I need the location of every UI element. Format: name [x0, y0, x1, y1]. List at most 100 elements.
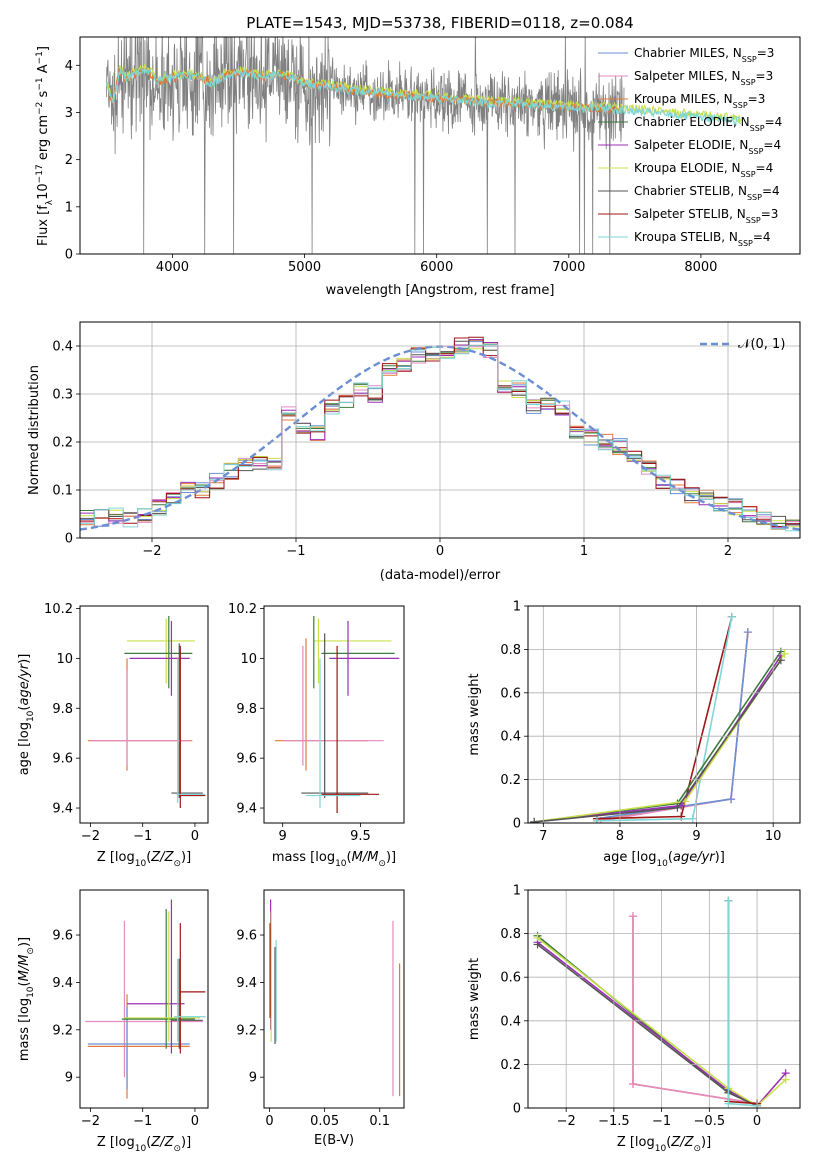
y-tick-label: 9.2	[236, 1023, 257, 1038]
label-part: A	[36, 64, 51, 77]
x-tick-label: 7000	[552, 260, 585, 275]
legend-text: =3	[757, 46, 775, 60]
label-part: Z [log	[97, 850, 135, 865]
legend-sub: SSP	[742, 55, 757, 64]
mass-vs-Z-ylabel: mass [log10(M/M⊙)]	[17, 937, 36, 1061]
y-tick-label: 9.6	[52, 752, 73, 767]
legend-text: =4	[762, 184, 780, 198]
x-tick-label: −1	[133, 1114, 152, 1129]
spectrum-axes: 4000 5000 6000 7000 8000 0 1 2 3 4 wavelength [Ang…	[35, 36, 801, 298]
mass-weight-vs-Z-ylabel: mass weight	[467, 958, 482, 1040]
weight-line	[537, 941, 787, 1107]
legend-entry: Kroupa MILES, NSSP=3	[634, 92, 765, 110]
spectrum-xlabel: wavelength [Angstrom, rest frame]	[326, 283, 555, 298]
y-tick-label: 0.2	[500, 773, 521, 788]
weight-line	[534, 655, 782, 823]
legend-sub: SSP	[738, 239, 753, 248]
label-part: 10	[655, 1144, 667, 1154]
weight-marker	[727, 795, 736, 804]
histogram-ylabel: Normed distribution	[27, 365, 42, 495]
label-part: )]	[181, 1135, 191, 1150]
x-tick-label: −2	[557, 1114, 576, 1129]
axes-frame	[79, 36, 801, 255]
legend-text: Chabrier STELIB, N	[634, 184, 747, 198]
x-tick-label: 6000	[420, 260, 453, 275]
legend-entry: Chabrier STELIB, NSSP=4	[634, 184, 780, 202]
mass-weight-vs-age-plot	[530, 612, 789, 823]
y-tick-label: 9	[249, 1071, 257, 1086]
mass-weight-vs-age-xlabel: age [log10(age/yr)]	[603, 850, 725, 869]
label-part: (	[347, 850, 352, 865]
legend-text: Chabrier MILES, N	[634, 46, 742, 60]
y-tick-label: 0.8	[500, 927, 521, 942]
legend-sub: SSP	[741, 78, 756, 87]
weight-marker	[727, 612, 736, 621]
y-tick-label: 1	[65, 200, 73, 215]
weight-marker	[533, 940, 542, 949]
y-tick-label: 0.6	[500, 971, 521, 986]
legend-text: Chabrier ELODIE, N	[634, 115, 750, 129]
mass-vs-Z-xlabel: Z [log10(Z/Z⊙)]	[97, 1135, 191, 1154]
y-tick-label: 2	[65, 153, 73, 168]
weight-marker	[724, 896, 733, 905]
label-part: age/yr	[673, 850, 716, 865]
mass-weight-vs-Z-plot	[533, 896, 790, 1108]
x-tick-label: −2	[81, 829, 100, 844]
age-vs-Z-plot	[87, 615, 206, 809]
legend-text: =3	[761, 207, 779, 221]
label-part: −2	[35, 102, 45, 115]
x-tick-label: −2	[142, 544, 161, 559]
x-tick-label: 9	[279, 829, 287, 844]
x-tick-label: 1	[580, 544, 588, 559]
label-part: ⊙	[26, 947, 36, 955]
y-tick-label: 1	[513, 884, 521, 899]
mass-vs-Z-axes: −2 −1 099.29.49.6Z [log10(Z/Z⊙)]mass [log1…	[17, 889, 209, 1154]
weight-line	[632, 916, 758, 1105]
weight-line	[533, 653, 786, 823]
x-tick-label: 0.1	[369, 1114, 390, 1129]
weight-line	[632, 916, 758, 1105]
x-tick-label: −1	[652, 1114, 671, 1129]
y-tick-label: 1	[513, 600, 521, 615]
legend-text: Kroupa ELODIE, N	[634, 161, 741, 175]
legend-text: Kroupa STELIB, N	[634, 230, 738, 244]
label-part: Z [log	[97, 1135, 135, 1150]
x-tick-label: 10	[765, 829, 782, 844]
y-tick-label: 9	[65, 1071, 73, 1086]
y-tick-label: 0	[65, 532, 73, 547]
y-tick-label: 0.4	[52, 340, 73, 355]
label-part: )]	[17, 654, 32, 664]
age-vs-mass-plot	[274, 615, 400, 814]
legend-text: =3	[756, 69, 774, 83]
legend-text: =4	[765, 115, 783, 129]
label-part: (	[146, 850, 151, 865]
y-tick-label: 9.4	[236, 802, 257, 817]
weight-marker	[781, 1075, 790, 1084]
label-part: −1	[35, 51, 45, 64]
x-tick-label: 2	[724, 544, 732, 559]
label-part: −1	[35, 77, 45, 90]
y-tick-label: 0.2	[52, 436, 73, 451]
label-part: 10	[36, 183, 51, 200]
mass-vs-Z-plot	[85, 899, 206, 1099]
legend-sub: SSP	[750, 124, 765, 133]
y-tick-label: 10.2	[44, 602, 73, 617]
legend-entry: Salpeter ELODIE, NSSP=4	[634, 138, 781, 156]
x-tick-label: 4000	[156, 260, 189, 275]
x-tick-label: 0	[436, 544, 444, 559]
label-part: 10	[26, 710, 36, 722]
weight-marker	[780, 649, 789, 658]
y-tick-label: 0.2	[500, 1058, 521, 1073]
label-part: (	[17, 706, 32, 711]
mass-weight-vs-age-ylabel: mass weight	[467, 673, 482, 755]
x-tick-label: 9.5	[350, 829, 371, 844]
legend-text: Salpeter MILES, N	[634, 69, 741, 83]
x-tick-label: −1	[133, 829, 152, 844]
label-part: s	[36, 90, 51, 101]
x-tick-label: 0	[265, 1114, 273, 1129]
label-part: )]	[181, 850, 191, 865]
y-tick-label: 0	[513, 817, 521, 832]
